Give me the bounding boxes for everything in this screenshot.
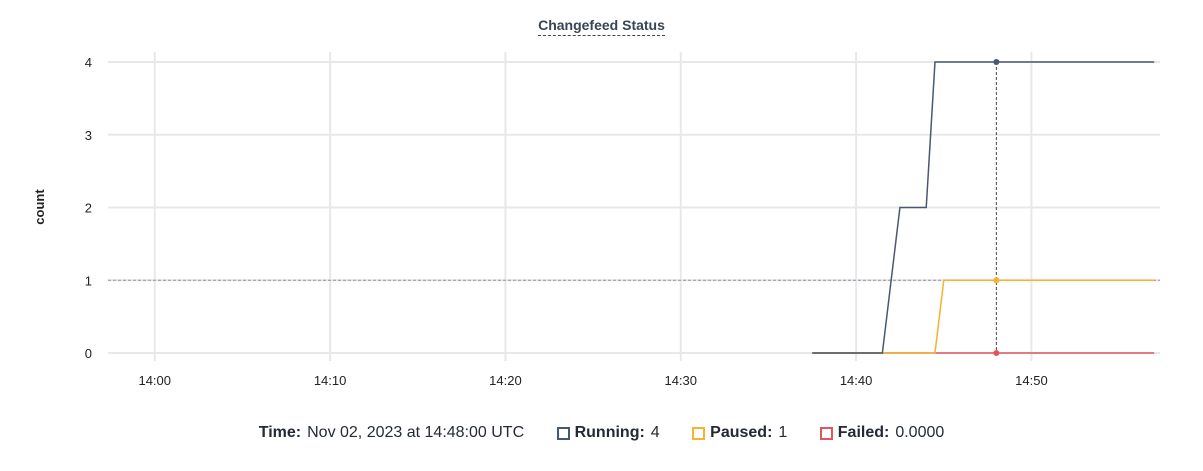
chart-title-text: Changefeed Status [538,17,665,36]
y-tick-label: 0 [85,346,92,361]
y-tick-label: 3 [85,128,92,143]
y-tick-label: 2 [85,201,92,216]
legend-label: Running: [574,424,645,441]
legend-label: Failed: [837,424,890,441]
legend-item-running[interactable]: Running: 4 [556,424,660,442]
chart-title: Changefeed Status [0,17,1203,36]
y-tick-label: 4 [85,55,92,70]
y-axis-label: count [32,189,47,225]
legend-item-failed[interactable]: Failed: 0.0000 [819,424,945,442]
x-tick-label: 14:30 [664,373,697,388]
x-tick-label: 14:10 [314,373,347,388]
legend-item-paused[interactable]: Paused: 1 [692,424,787,442]
legend-value: 4 [650,424,660,441]
failed-swatch-icon [819,427,833,440]
time-label: Time: [258,424,302,441]
x-tick-label: 14:20 [489,373,522,388]
hover-point-paused [993,277,1000,284]
legend-time: Time: Nov 02, 2023 at 14:48:00 UTC [259,424,524,442]
series-line-running [812,61,1155,354]
legend-label: Paused: [710,424,773,441]
hover-point-failed [993,350,1000,356]
running-swatch-icon [556,427,570,440]
series-line-paused [812,279,1155,354]
legend-value: 0.0000 [895,424,945,441]
x-tick-label: 14:40 [840,373,873,388]
line-chart[interactable]: 14:00 14:10 14:20 14:30 14:40 14:50 0 1 2 3 4 count [0,0,1203,410]
y-tick-label: 1 [85,273,92,288]
hover-point-running [993,59,1000,65]
time-value: Nov 02, 2023 at 14:48:00 UTC [307,424,525,441]
legend-value: 1 [778,424,788,441]
paused-swatch-icon [692,427,706,440]
x-tick-label: 14:50 [1015,373,1048,388]
x-tick-label: 14:00 [138,373,171,388]
legend: Time: Nov 02, 2023 at 14:48:00 UTC Runnin… [0,424,1203,442]
